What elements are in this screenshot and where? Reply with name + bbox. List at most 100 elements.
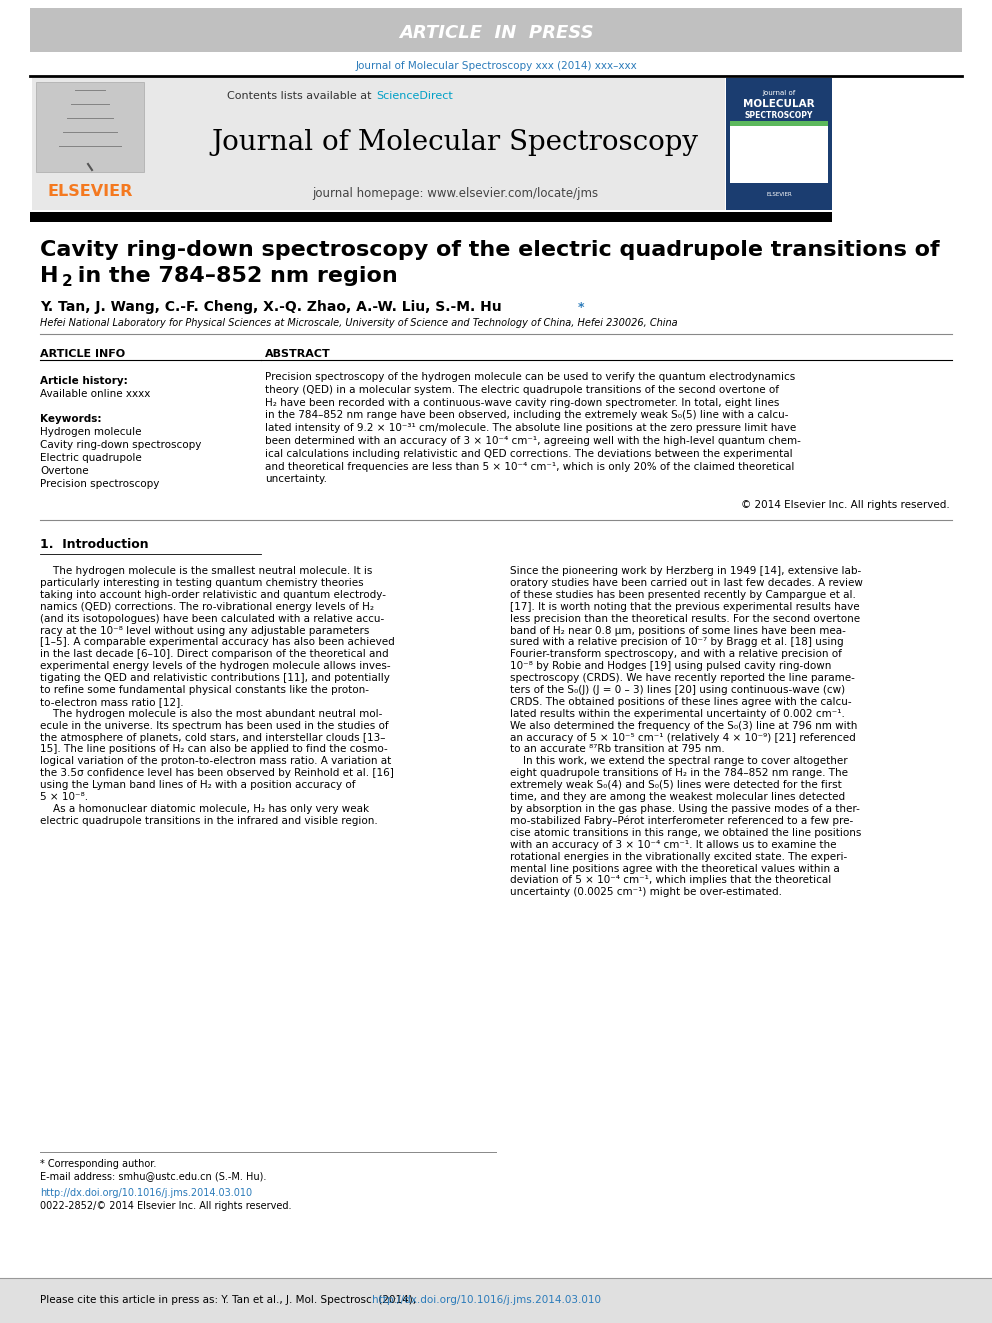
Text: http://dx.doi.org/10.1016/j.jms.2014.03.010: http://dx.doi.org/10.1016/j.jms.2014.03.…: [372, 1295, 601, 1304]
Text: ARTICLE  IN  PRESS: ARTICLE IN PRESS: [399, 24, 593, 42]
Text: Journal of Molecular Spectroscopy xxx (2014) xxx–xxx: Journal of Molecular Spectroscopy xxx (2…: [355, 61, 637, 71]
Text: ters of the S₀(J) (J = 0 – 3) lines [20] using continuous-wave (cw): ters of the S₀(J) (J = 0 – 3) lines [20]…: [510, 685, 845, 695]
Text: in the 784–852 nm range have been observed, including the extremely weak S₀(5) l: in the 784–852 nm range have been observ…: [265, 410, 789, 421]
Text: experimental energy levels of the hydrogen molecule allows inves-: experimental energy levels of the hydrog…: [40, 662, 391, 671]
Text: *: *: [578, 300, 584, 314]
Text: Since the pioneering work by Herzberg in 1949 [14], extensive lab-: Since the pioneering work by Herzberg in…: [510, 566, 861, 576]
Text: H: H: [40, 266, 59, 286]
Text: uncertainty (0.0025 cm⁻¹) might be over-estimated.: uncertainty (0.0025 cm⁻¹) might be over-…: [510, 888, 782, 897]
Text: logical variation of the proton-to-electron mass ratio. A variation at: logical variation of the proton-to-elect…: [40, 757, 391, 766]
Text: Please cite this article in press as: Y. Tan et al., J. Mol. Spectrosc. (2014),: Please cite this article in press as: Y.…: [40, 1295, 420, 1304]
Text: Available online xxxx: Available online xxxx: [40, 389, 151, 400]
Text: mental line positions agree with the theoretical values within a: mental line positions agree with the the…: [510, 864, 840, 873]
Text: http://dx.doi.org/10.1016/j.jms.2014.03.010: http://dx.doi.org/10.1016/j.jms.2014.03.…: [40, 1188, 252, 1199]
Text: less precision than the theoretical results. For the second overtone: less precision than the theoretical resu…: [510, 614, 860, 623]
Text: Fourier-transform spectroscopy, and with a relative precision of: Fourier-transform spectroscopy, and with…: [510, 650, 842, 659]
Text: ELSEVIER: ELSEVIER: [48, 184, 133, 200]
Text: ELSEVIER: ELSEVIER: [766, 192, 792, 197]
Text: * Corresponding author.: * Corresponding author.: [40, 1159, 157, 1170]
Text: the atmosphere of planets, cold stars, and interstellar clouds [13–: the atmosphere of planets, cold stars, a…: [40, 733, 386, 742]
Text: journal homepage: www.elsevier.com/locate/jms: journal homepage: www.elsevier.com/locat…: [311, 187, 598, 200]
Text: Keywords:: Keywords:: [40, 414, 101, 423]
Text: The hydrogen molecule is the smallest neutral molecule. It is: The hydrogen molecule is the smallest ne…: [40, 566, 372, 576]
Text: SPECTROSCOPY: SPECTROSCOPY: [745, 111, 813, 120]
Text: deviation of 5 × 10⁻⁴ cm⁻¹, which implies that the theoretical: deviation of 5 × 10⁻⁴ cm⁻¹, which implie…: [510, 876, 831, 885]
Text: 5 × 10⁻⁸.: 5 × 10⁻⁸.: [40, 792, 88, 802]
Text: lated intensity of 9.2 × 10⁻³¹ cm/molecule. The absolute line positions at the z: lated intensity of 9.2 × 10⁻³¹ cm/molecu…: [265, 423, 797, 433]
Bar: [726, 78, 832, 210]
Bar: [36, 82, 144, 172]
Text: Electric quadrupole: Electric quadrupole: [40, 452, 142, 463]
Text: the 3.5σ confidence level has been observed by Reinhold et al. [16]: the 3.5σ confidence level has been obser…: [40, 769, 394, 778]
Text: to an accurate ⁸⁷Rb transition at 795 nm.: to an accurate ⁸⁷Rb transition at 795 nm…: [510, 745, 725, 754]
Text: Hefei National Laboratory for Physical Sciences at Microscale, University of Sci: Hefei National Laboratory for Physical S…: [40, 318, 678, 328]
Text: eight quadrupole transitions of H₂ in the 784–852 nm range. The: eight quadrupole transitions of H₂ in th…: [510, 769, 848, 778]
Text: extremely weak S₀(4) and S₀(5) lines were detected for the first: extremely weak S₀(4) and S₀(5) lines wer…: [510, 781, 842, 790]
Text: oratory studies have been carried out in last few decades. A review: oratory studies have been carried out in…: [510, 578, 863, 587]
Text: electric quadrupole transitions in the infrared and visible region.: electric quadrupole transitions in the i…: [40, 816, 378, 826]
Text: Journal of: Journal of: [763, 90, 796, 97]
Text: Precision spectroscopy of the hydrogen molecule can be used to verify the quantu: Precision spectroscopy of the hydrogen m…: [265, 372, 796, 382]
Text: in the last decade [6–10]. Direct comparison of the theoretical and: in the last decade [6–10]. Direct compar…: [40, 650, 389, 659]
Bar: [0, 1278, 992, 1323]
Text: Cavity ring-down spectroscopy of the electric quadrupole transitions of: Cavity ring-down spectroscopy of the ele…: [40, 239, 939, 261]
Bar: [730, 120, 828, 126]
Text: been determined with an accuracy of 3 × 10⁻⁴ cm⁻¹, agreeing well with the high-l: been determined with an accuracy of 3 × …: [265, 437, 801, 446]
Text: racy at the 10⁻⁸ level without using any adjustable parameters: racy at the 10⁻⁸ level without using any…: [40, 626, 369, 635]
Text: Hydrogen molecule: Hydrogen molecule: [40, 427, 142, 437]
Text: of these studies has been presented recently by Campargue et al.: of these studies has been presented rece…: [510, 590, 856, 599]
Text: Y. Tan, J. Wang, C.-F. Cheng, X.-Q. Zhao, A.-W. Liu, S.-M. Hu: Y. Tan, J. Wang, C.-F. Cheng, X.-Q. Zhao…: [40, 300, 502, 314]
Text: mo-stabilized Fabry–Pérot interferometer referenced to a few pre-: mo-stabilized Fabry–Pérot interferometer…: [510, 816, 853, 827]
Text: 2: 2: [62, 274, 72, 288]
Bar: [30, 212, 832, 222]
Text: time, and they are among the weakest molecular lines detected: time, and they are among the weakest mol…: [510, 792, 845, 802]
Text: Contents lists available at: Contents lists available at: [227, 91, 375, 101]
Text: ical calculations including relativistic and QED corrections. The deviations bet: ical calculations including relativistic…: [265, 448, 793, 459]
Text: © 2014 Elsevier Inc. All rights reserved.: © 2014 Elsevier Inc. All rights reserved…: [741, 500, 950, 509]
Text: to refine some fundamental physical constants like the proton-: to refine some fundamental physical cons…: [40, 685, 369, 695]
Bar: [30, 8, 962, 52]
Text: to-electron mass ratio [12].: to-electron mass ratio [12].: [40, 697, 184, 706]
Text: In this work, we extend the spectral range to cover altogether: In this work, we extend the spectral ran…: [510, 757, 847, 766]
Text: using the Lyman band lines of H₂ with a position accuracy of: using the Lyman band lines of H₂ with a …: [40, 781, 355, 790]
Text: 0022-2852/© 2014 Elsevier Inc. All rights reserved.: 0022-2852/© 2014 Elsevier Inc. All right…: [40, 1201, 292, 1211]
Text: ecule in the universe. Its spectrum has been used in the studies of: ecule in the universe. Its spectrum has …: [40, 721, 389, 730]
Bar: [730, 126, 828, 183]
Bar: [32, 78, 185, 210]
Text: ScienceDirect: ScienceDirect: [376, 91, 452, 101]
Text: namics (QED) corrections. The ro-vibrational energy levels of H₂: namics (QED) corrections. The ro-vibrati…: [40, 602, 374, 611]
Text: Precision spectroscopy: Precision spectroscopy: [40, 479, 160, 490]
Text: an accuracy of 5 × 10⁻⁵ cm⁻¹ (relatively 4 × 10⁻⁹) [21] referenced: an accuracy of 5 × 10⁻⁵ cm⁻¹ (relatively…: [510, 733, 856, 742]
Text: [1–5]. A comparable experimental accuracy has also been achieved: [1–5]. A comparable experimental accurac…: [40, 638, 395, 647]
Text: 1.  Introduction: 1. Introduction: [40, 538, 149, 550]
Text: rotational energies in the vibrationally excited state. The experi-: rotational energies in the vibrationally…: [510, 852, 847, 861]
Text: We also determined the frequency of the S₀(3) line at 796 nm with: We also determined the frequency of the …: [510, 721, 857, 730]
Text: band of H₂ near 0.8 μm, positions of some lines have been mea-: band of H₂ near 0.8 μm, positions of som…: [510, 626, 846, 635]
Text: ARTICLE INFO: ARTICLE INFO: [40, 349, 125, 359]
Text: ABSTRACT: ABSTRACT: [265, 349, 330, 359]
Text: spectroscopy (CRDS). We have recently reported the line parame-: spectroscopy (CRDS). We have recently re…: [510, 673, 855, 683]
Text: Cavity ring-down spectroscopy: Cavity ring-down spectroscopy: [40, 441, 201, 450]
Text: (and its isotopologues) have been calculated with a relative accu-: (and its isotopologues) have been calcul…: [40, 614, 384, 623]
Text: The hydrogen molecule is also the most abundant neutral mol-: The hydrogen molecule is also the most a…: [40, 709, 382, 718]
Text: and theoretical frequencies are less than 5 × 10⁻⁴ cm⁻¹, which is only 20% of th: and theoretical frequencies are less tha…: [265, 462, 795, 471]
Text: CRDS. The obtained positions of these lines agree with the calcu-: CRDS. The obtained positions of these li…: [510, 697, 851, 706]
Text: by absorption in the gas phase. Using the passive modes of a ther-: by absorption in the gas phase. Using th…: [510, 804, 860, 814]
Text: lated results within the experimental uncertainty of 0.002 cm⁻¹.: lated results within the experimental un…: [510, 709, 845, 718]
Text: with an accuracy of 3 × 10⁻⁴ cm⁻¹. It allows us to examine the: with an accuracy of 3 × 10⁻⁴ cm⁻¹. It al…: [510, 840, 836, 849]
Text: As a homonuclear diatomic molecule, H₂ has only very weak: As a homonuclear diatomic molecule, H₂ h…: [40, 804, 369, 814]
Text: theory (QED) in a molecular system. The electric quadrupole transitions of the s: theory (QED) in a molecular system. The …: [265, 385, 779, 394]
Text: uncertainty.: uncertainty.: [265, 475, 327, 484]
Text: E-mail address: smhu@ustc.edu.cn (S.-M. Hu).: E-mail address: smhu@ustc.edu.cn (S.-M. …: [40, 1171, 267, 1181]
Text: Overtone: Overtone: [40, 466, 88, 476]
Text: cise atomic transitions in this range, we obtained the line positions: cise atomic transitions in this range, w…: [510, 828, 861, 837]
Text: taking into account high-order relativistic and quantum electrody-: taking into account high-order relativis…: [40, 590, 386, 599]
Text: tigating the QED and relativistic contributions [11], and potentially: tigating the QED and relativistic contri…: [40, 673, 390, 683]
Text: Journal of Molecular Spectroscopy: Journal of Molecular Spectroscopy: [211, 128, 698, 156]
Text: MOLECULAR: MOLECULAR: [743, 99, 814, 108]
Text: H₂ have been recorded with a continuous-wave cavity ring-down spectrometer. In t: H₂ have been recorded with a continuous-…: [265, 398, 780, 407]
Text: Article history:: Article history:: [40, 376, 128, 386]
Text: 10⁻⁸ by Robie and Hodges [19] using pulsed cavity ring-down: 10⁻⁸ by Robie and Hodges [19] using puls…: [510, 662, 831, 671]
Text: particularly interesting in testing quantum chemistry theories: particularly interesting in testing quan…: [40, 578, 364, 587]
Text: sured with a relative precision of 10⁻⁷ by Bragg et al. [18] using: sured with a relative precision of 10⁻⁷ …: [510, 638, 843, 647]
